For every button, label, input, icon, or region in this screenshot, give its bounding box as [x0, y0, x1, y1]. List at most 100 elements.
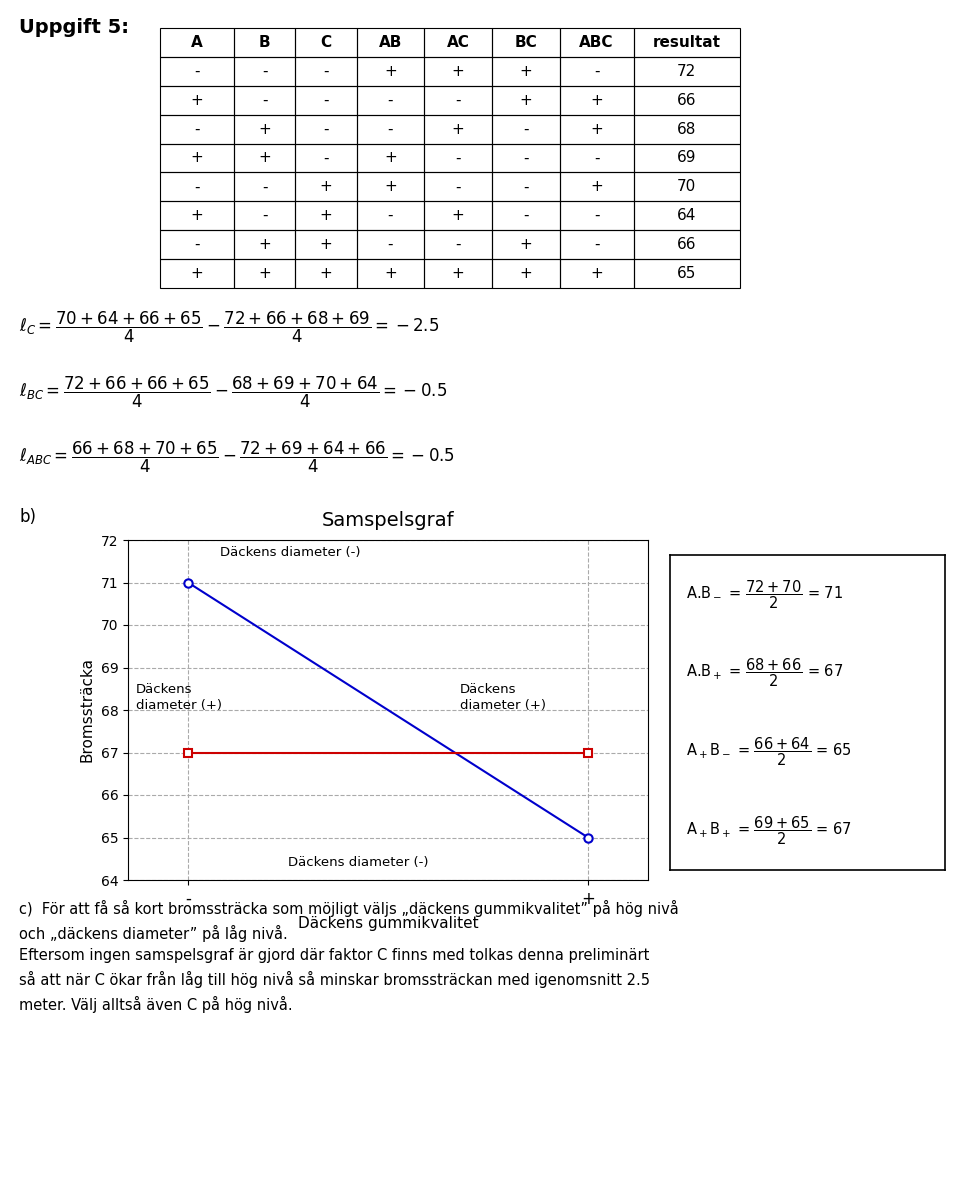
Text: 69: 69: [677, 151, 697, 166]
Bar: [424, 86, 492, 114]
Text: +: +: [191, 208, 204, 224]
Bar: [234, 28, 296, 56]
X-axis label: Däckens gummikvalitet: Däckens gummikvalitet: [298, 916, 478, 931]
Text: -: -: [455, 93, 461, 108]
Bar: [356, 114, 424, 144]
Bar: [492, 114, 560, 144]
Text: -: -: [324, 151, 328, 166]
Text: Däckens diameter (-): Däckens diameter (-): [288, 857, 428, 870]
Text: -: -: [455, 179, 461, 194]
Bar: [560, 144, 634, 173]
Text: -: -: [324, 121, 328, 137]
Text: +: +: [320, 179, 332, 194]
Bar: [634, 173, 740, 201]
Text: Däckens
diameter (+): Däckens diameter (+): [136, 683, 222, 712]
Bar: [492, 231, 560, 259]
Text: -: -: [594, 238, 599, 252]
Bar: [296, 259, 356, 288]
Text: +: +: [384, 179, 396, 194]
Text: BC: BC: [515, 35, 537, 49]
Text: +: +: [320, 266, 332, 281]
Text: -: -: [194, 179, 200, 194]
Bar: [424, 173, 492, 201]
Bar: [296, 56, 356, 86]
Text: -: -: [262, 208, 268, 224]
Bar: [160, 259, 234, 288]
Text: -: -: [194, 121, 200, 137]
Bar: [356, 259, 424, 288]
Bar: [234, 173, 296, 201]
Text: -: -: [594, 151, 599, 166]
Bar: [634, 114, 740, 144]
Text: A$_+$B$_+$ = $\dfrac{69+65}{2}$ = 67: A$_+$B$_+$ = $\dfrac{69+65}{2}$ = 67: [686, 814, 852, 847]
Bar: [356, 56, 424, 86]
Text: b): b): [19, 508, 36, 526]
Text: -: -: [194, 64, 200, 79]
Bar: [234, 201, 296, 231]
Text: -: -: [324, 93, 328, 108]
Text: AB: AB: [378, 35, 402, 49]
Text: +: +: [191, 266, 204, 281]
Bar: [296, 173, 356, 201]
Bar: [424, 231, 492, 259]
Text: A.B$_+$ = $\dfrac{68+66}{2}$ = 67: A.B$_+$ = $\dfrac{68+66}{2}$ = 67: [686, 657, 844, 690]
Text: 70: 70: [677, 179, 696, 194]
Title: Samspelsgraf: Samspelsgraf: [322, 511, 454, 530]
Bar: [560, 259, 634, 288]
Text: +: +: [320, 208, 332, 224]
Bar: [160, 114, 234, 144]
Bar: [160, 56, 234, 86]
Text: +: +: [452, 208, 465, 224]
Text: +: +: [519, 238, 532, 252]
Bar: [492, 259, 560, 288]
Text: -: -: [388, 93, 394, 108]
Bar: [296, 86, 356, 114]
Bar: [634, 201, 740, 231]
Text: c)  För att få så kort bromssträcka som möjligt väljs „däckens gummikvalitet” på: c) För att få så kort bromssträcka som m…: [19, 900, 679, 1012]
Text: +: +: [258, 121, 271, 137]
Bar: [234, 56, 296, 86]
Text: -: -: [523, 208, 528, 224]
Bar: [160, 173, 234, 201]
Bar: [560, 86, 634, 114]
Bar: [492, 56, 560, 86]
Bar: [356, 231, 424, 259]
Text: +: +: [191, 93, 204, 108]
Text: +: +: [258, 266, 271, 281]
Text: Uppgift 5:: Uppgift 5:: [19, 18, 130, 36]
Text: -: -: [523, 179, 528, 194]
Bar: [160, 201, 234, 231]
Bar: [296, 201, 356, 231]
Bar: [296, 231, 356, 259]
Text: resultat: resultat: [653, 35, 721, 49]
Text: +: +: [519, 64, 532, 79]
Text: -: -: [523, 121, 528, 137]
Bar: [560, 114, 634, 144]
Bar: [356, 201, 424, 231]
Bar: [492, 144, 560, 173]
Text: -: -: [194, 238, 200, 252]
Bar: [160, 144, 234, 173]
Text: +: +: [384, 151, 396, 166]
Text: +: +: [320, 238, 332, 252]
Bar: [492, 28, 560, 56]
Bar: [356, 86, 424, 114]
Text: Däckens diameter (-): Däckens diameter (-): [220, 546, 361, 559]
Bar: [296, 114, 356, 144]
Text: +: +: [590, 179, 603, 194]
Bar: [356, 144, 424, 173]
Text: +: +: [452, 121, 465, 137]
Text: +: +: [590, 121, 603, 137]
Bar: [634, 56, 740, 86]
Text: -: -: [262, 179, 268, 194]
Bar: [356, 173, 424, 201]
Text: -: -: [388, 121, 394, 137]
Bar: [634, 231, 740, 259]
Text: +: +: [452, 64, 465, 79]
Text: B: B: [259, 35, 271, 49]
Text: +: +: [519, 93, 532, 108]
Text: -: -: [455, 151, 461, 166]
Text: 68: 68: [677, 121, 697, 137]
Text: +: +: [519, 266, 532, 281]
Text: $\ell_C = \dfrac{70+64+66+65}{4} - \dfrac{72+66+68+69}{4} = -2.5$: $\ell_C = \dfrac{70+64+66+65}{4} - \dfra…: [19, 310, 440, 345]
